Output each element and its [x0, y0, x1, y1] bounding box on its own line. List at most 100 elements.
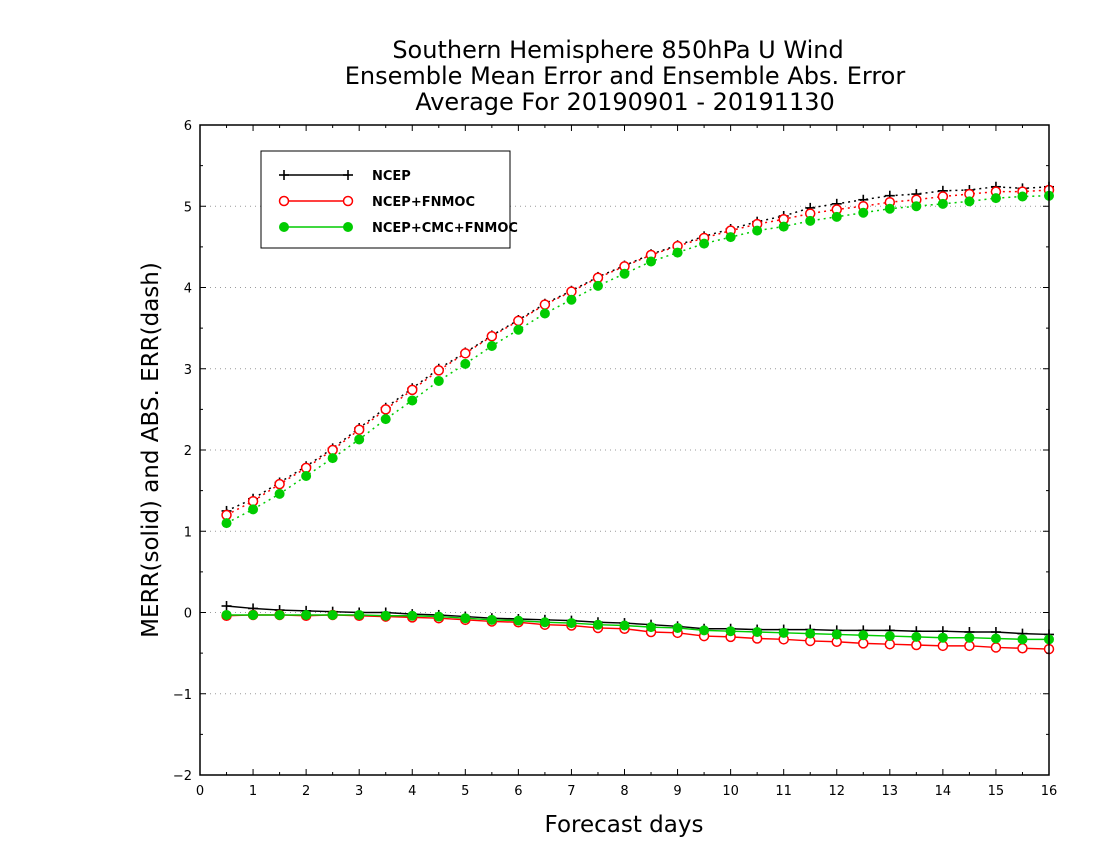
mean-err-point [407, 610, 418, 621]
y-tick-label-1: 1 [184, 525, 192, 540]
abs-err-point [725, 232, 736, 243]
legend-marker-start [279, 170, 289, 180]
mean-err-point [566, 618, 577, 629]
legend-label: NCEP [372, 169, 411, 184]
mean-err-point [964, 632, 975, 643]
abs-err-line-ncep-fnmoc [226, 189, 1050, 516]
legend-item-ncep-cmc-fnmoc: NCEP+CMC+FNMOC [279, 221, 518, 236]
mean-err-point [460, 613, 471, 624]
abs-err-point [274, 478, 285, 490]
mean-err-point [248, 609, 259, 620]
x-tick-label-10: 10 [722, 784, 739, 799]
abs-err-point [513, 315, 524, 327]
abs-err-point [699, 238, 710, 249]
abs-err-point [433, 375, 444, 386]
abs-err-point [248, 504, 259, 515]
abs-err-point [911, 201, 922, 212]
abs-err-point [513, 324, 524, 335]
abs-err-point [407, 395, 418, 406]
mean-err-point [221, 601, 232, 611]
x-tick-label-12: 12 [828, 784, 845, 799]
x-tick-label-4: 4 [408, 784, 416, 799]
x-tick-label-13: 13 [882, 784, 899, 799]
mean-err-point [778, 627, 789, 638]
abs-err-point [752, 225, 763, 236]
y-tick-label-2: 2 [184, 444, 192, 459]
abs-err-point [354, 434, 365, 445]
legend-item-ncep-fnmoc: NCEP+FNMOC [278, 195, 475, 210]
mean-err-point [592, 619, 603, 630]
mean-err-point [858, 630, 869, 641]
y-tick-label--1: −1 [173, 688, 192, 703]
chart-title-line-1: Southern Hemisphere 850hPa U Wind [392, 36, 843, 64]
x-tick-label-15: 15 [988, 784, 1005, 799]
legend-label: NCEP+CMC+FNMOC [372, 221, 518, 236]
abs-err-point [1017, 191, 1028, 202]
chart-title-line-3: Average For 20190901 - 20191130 [415, 88, 835, 116]
mean-err-point [301, 609, 312, 620]
abs-err-point [327, 453, 338, 464]
abs-err-point [619, 268, 630, 279]
abs-err-line-ncep-cmc-fnmoc [226, 194, 1050, 524]
mean-err-point [619, 620, 630, 631]
legend-item-ncep: NCEP [279, 169, 411, 184]
x-tick-label-11: 11 [775, 784, 792, 799]
mean-err-point [354, 609, 365, 620]
x-tick-label-16: 16 [1041, 784, 1058, 799]
abs-err-point [646, 256, 657, 267]
legend-items: NCEP NCEP+FNMOC NCEP+CMC+FNMOC [278, 169, 518, 236]
y-axis-ticks: −2 −1 0 1 2 3 4 5 6 [173, 119, 1049, 784]
x-tick-label-1: 1 [249, 784, 257, 799]
abs-err-point [539, 299, 551, 310]
x-axis-ticks: 0 1 2 3 4 5 6 7 8 9 10 11 12 13 14 15 16 [196, 125, 1057, 799]
mean-err-point [725, 626, 736, 637]
x-tick-label-8: 8 [620, 784, 628, 799]
chart-title-line-2: Ensemble Mean Error and Ensemble Abs. Er… [345, 62, 906, 90]
abs-err-point [990, 193, 1001, 204]
abs-err-point [566, 294, 577, 305]
mean-err-point [380, 610, 391, 621]
abs-err-point [433, 365, 445, 376]
chart-title: Southern Hemisphere 850hPa U Wind Ensemb… [345, 36, 906, 116]
x-tick-label-3: 3 [355, 784, 363, 799]
legend-box [260, 150, 511, 249]
abs-err-point [380, 404, 391, 415]
mean-err-point [990, 633, 1001, 644]
abs-err-point [353, 424, 365, 435]
mean-err-point [646, 622, 657, 633]
abs-err-point [221, 518, 232, 529]
x-tick-label-9: 9 [673, 784, 681, 799]
mean-err-point [513, 615, 524, 626]
mean-err-point [884, 631, 895, 642]
x-tick-label-0: 0 [196, 784, 204, 799]
abs-err-point [460, 348, 471, 359]
mean-err-point [1017, 634, 1028, 645]
mean-err-point [937, 632, 948, 643]
legend-marker-start [278, 195, 290, 207]
x-axis-label: Forecast days [545, 812, 704, 838]
mean-err-point [990, 642, 1002, 653]
abs-err-point [301, 471, 312, 481]
legend-marker-end [342, 195, 354, 207]
x-tick-label-7: 7 [567, 784, 575, 799]
abs-err-point [380, 414, 391, 425]
legend-marker-end [343, 170, 353, 180]
x-tick-label-5: 5 [461, 784, 469, 799]
mean-err-point [911, 631, 922, 642]
mean-err-point [805, 628, 816, 639]
mean-err-point [433, 611, 444, 622]
mean-err-point [327, 609, 338, 620]
series-layer [221, 181, 1055, 655]
abs-err-point [460, 358, 471, 369]
mean-err-point [539, 617, 550, 628]
legend-label: NCEP+FNMOC [372, 195, 475, 210]
abs-err-point [407, 384, 418, 396]
abs-err-point [937, 198, 948, 209]
abs-err-point [486, 331, 498, 342]
mean-err-point [831, 629, 842, 640]
x-tick-label-14: 14 [935, 784, 952, 799]
legend: NCEP NCEP+FNMOC NCEP+CMC+FNMOC [260, 150, 518, 249]
abs-err-point [592, 280, 603, 291]
